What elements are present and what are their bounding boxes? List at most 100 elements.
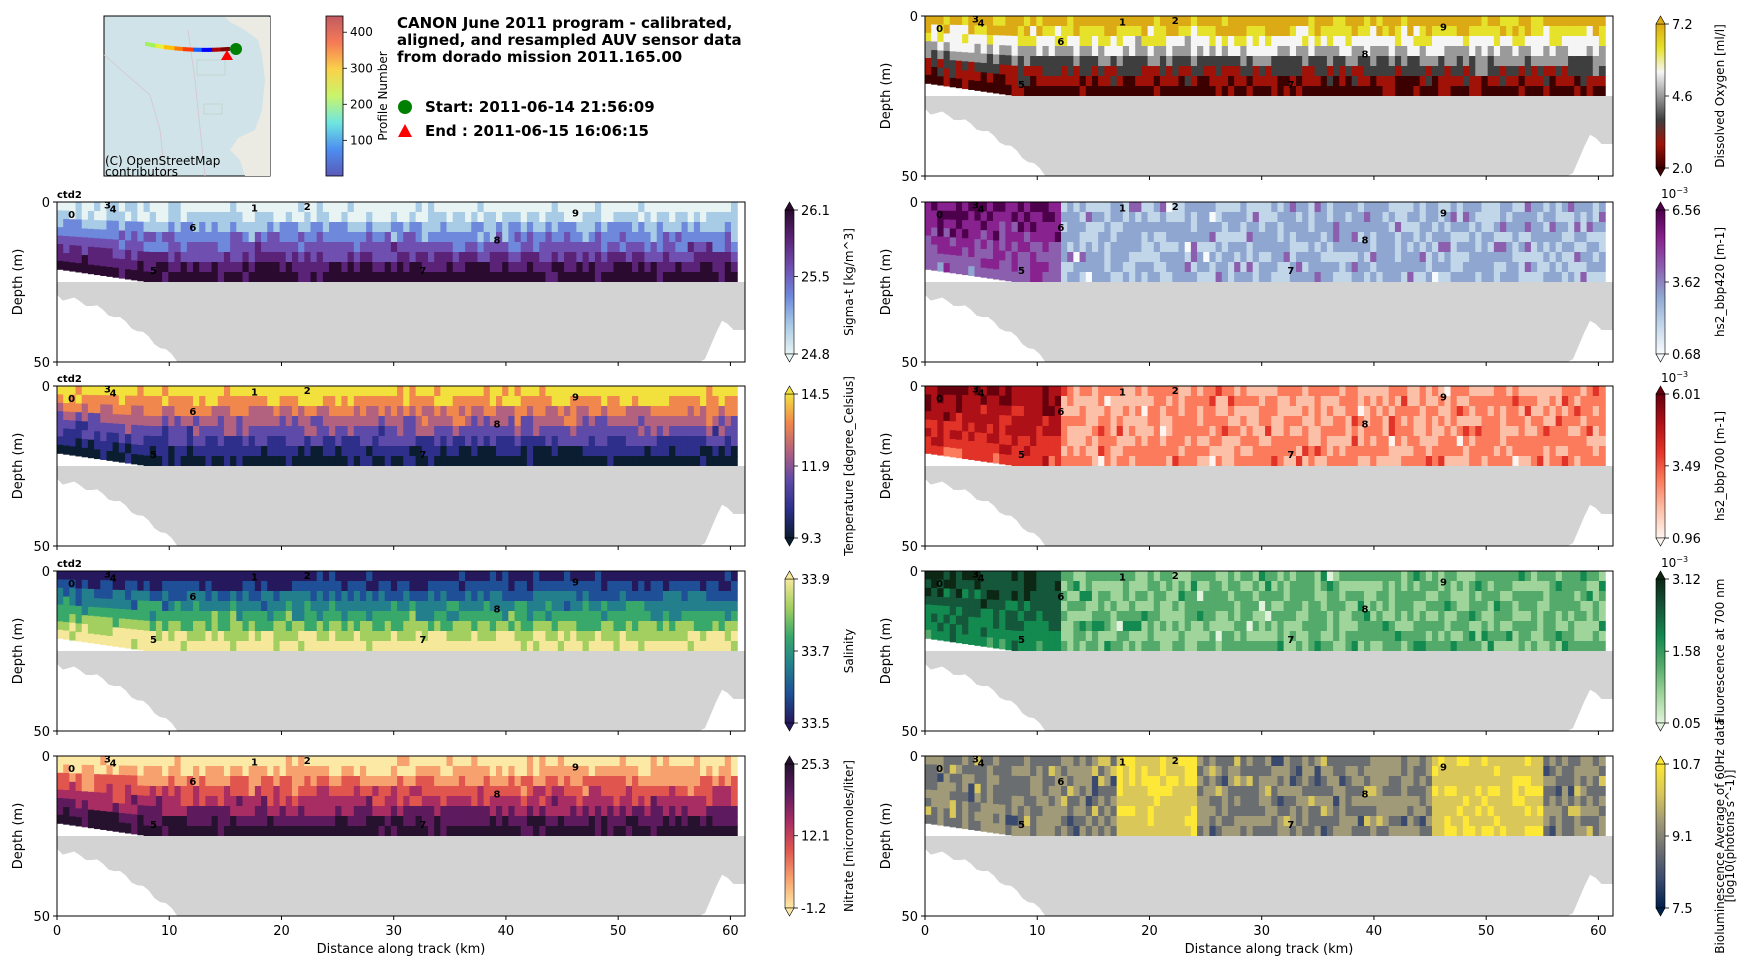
section-cell bbox=[570, 621, 577, 632]
section-cell bbox=[1141, 86, 1149, 97]
section-cell bbox=[186, 571, 194, 582]
section-cell bbox=[162, 826, 169, 837]
section-cell bbox=[131, 639, 138, 650]
section-cell bbox=[638, 756, 645, 767]
section-cell bbox=[1302, 66, 1309, 77]
section-cell bbox=[588, 222, 596, 233]
section-cell bbox=[335, 571, 343, 582]
section-cell bbox=[63, 445, 70, 455]
section-cell bbox=[700, 272, 707, 283]
section-cell bbox=[613, 786, 621, 797]
section-cell bbox=[1592, 86, 1600, 97]
section-cell bbox=[1048, 242, 1056, 253]
section-cell bbox=[1586, 16, 1594, 27]
section-cell bbox=[974, 80, 982, 91]
section-cell bbox=[118, 452, 126, 463]
section-cell bbox=[1067, 242, 1074, 253]
section-cell bbox=[520, 406, 528, 417]
section-cell bbox=[1370, 86, 1377, 97]
section-cell bbox=[168, 242, 176, 253]
section-cell bbox=[409, 272, 417, 283]
section-cell bbox=[999, 211, 1006, 223]
section-cell bbox=[329, 796, 336, 807]
section-cell bbox=[551, 222, 559, 233]
section-cell bbox=[1023, 242, 1031, 253]
section-cell bbox=[601, 386, 608, 397]
section-cell bbox=[1061, 232, 1068, 243]
section-cell bbox=[1265, 66, 1272, 77]
section-cell bbox=[607, 796, 615, 807]
section-cell bbox=[949, 263, 957, 274]
section-cell bbox=[1110, 76, 1118, 87]
section-cell bbox=[199, 272, 206, 283]
section-cell bbox=[1549, 46, 1557, 57]
section-cell bbox=[625, 581, 633, 592]
section-cell bbox=[471, 641, 479, 652]
section-cell bbox=[75, 403, 83, 413]
section-cell bbox=[1481, 66, 1489, 77]
section-cell bbox=[700, 386, 707, 397]
section-cell bbox=[669, 222, 676, 233]
section-cell bbox=[322, 581, 330, 592]
section-cell bbox=[180, 386, 188, 397]
section-cell bbox=[925, 227, 932, 237]
section-cell bbox=[613, 436, 621, 447]
section-cell bbox=[539, 272, 547, 283]
section-cell bbox=[931, 33, 938, 43]
section-cell bbox=[125, 628, 132, 639]
section-cell bbox=[149, 796, 157, 807]
section-cell bbox=[285, 456, 293, 467]
section-cell bbox=[1153, 36, 1161, 47]
section-cell bbox=[279, 202, 287, 213]
section-cell bbox=[434, 222, 441, 233]
section-cell bbox=[100, 783, 108, 794]
profile-marker: 1 bbox=[251, 388, 258, 399]
section-cell bbox=[341, 641, 349, 652]
section-cell bbox=[1203, 36, 1211, 47]
section-cell bbox=[347, 766, 355, 777]
section-cell bbox=[1042, 76, 1050, 87]
section-cell bbox=[675, 396, 683, 407]
section-cell bbox=[291, 806, 299, 817]
section-cell bbox=[1580, 86, 1588, 97]
section-cell bbox=[1506, 46, 1513, 57]
section-cell bbox=[1500, 16, 1507, 27]
section-cell bbox=[502, 406, 509, 417]
section-cell bbox=[118, 443, 126, 454]
section-cell bbox=[304, 446, 312, 457]
section-cell bbox=[106, 395, 114, 406]
section-cell bbox=[700, 262, 707, 273]
section-cell bbox=[415, 601, 423, 612]
section-cell bbox=[533, 611, 540, 622]
section-cell bbox=[254, 756, 262, 767]
section-cell bbox=[1135, 36, 1143, 47]
section-cell bbox=[261, 272, 268, 283]
section-cell bbox=[186, 242, 194, 253]
section-cell bbox=[477, 416, 485, 427]
section-cell bbox=[403, 252, 411, 263]
section-cell bbox=[681, 776, 689, 787]
section-cell bbox=[168, 272, 176, 283]
track-segment bbox=[168, 45, 172, 50]
section-cell bbox=[1159, 66, 1167, 77]
section-cell bbox=[1586, 36, 1594, 47]
section-cell bbox=[1203, 26, 1211, 37]
section-cell bbox=[1265, 26, 1272, 37]
section-cell bbox=[329, 806, 336, 817]
section-cell bbox=[1314, 36, 1322, 47]
section-cell bbox=[106, 239, 114, 250]
section-cell bbox=[421, 202, 429, 213]
section-cell bbox=[1277, 56, 1285, 67]
section-cell bbox=[69, 799, 77, 809]
section-cell bbox=[193, 796, 200, 807]
section-cell bbox=[254, 262, 262, 273]
section-cell bbox=[1054, 272, 1062, 283]
section-cell bbox=[291, 426, 299, 437]
section-cell bbox=[390, 766, 398, 777]
section-cell bbox=[304, 416, 312, 427]
section-cell bbox=[285, 386, 293, 397]
section-cell bbox=[193, 641, 200, 652]
section-cell bbox=[1388, 86, 1396, 97]
section-cell bbox=[1011, 202, 1019, 213]
